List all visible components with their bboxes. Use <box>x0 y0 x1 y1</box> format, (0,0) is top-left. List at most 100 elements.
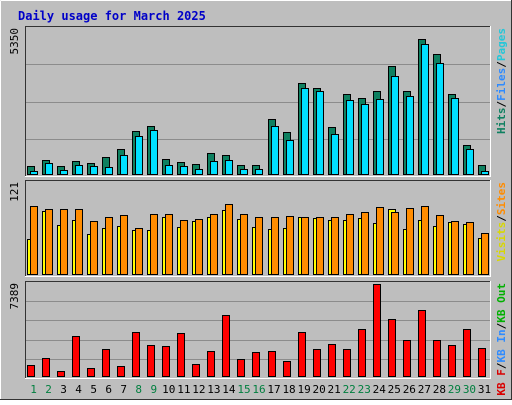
bar-files-day-23 <box>361 104 369 175</box>
bar-kb-f-day-10 <box>162 346 170 377</box>
panel-requests-legend-item: Files <box>495 68 508 101</box>
panel-sites-legend-item: / <box>495 215 508 222</box>
bar-files-day-22 <box>346 100 354 175</box>
panel-volume-legend-item: / <box>495 362 508 369</box>
bar-files-day-8 <box>135 136 143 175</box>
day-label-30: 30 <box>463 383 476 396</box>
bar-sites-day-22 <box>346 214 354 275</box>
bar-files-day-1 <box>30 171 38 175</box>
bar-files-day-29 <box>451 98 459 175</box>
bar-sites-day-8 <box>135 228 143 275</box>
bar-sites-day-18 <box>286 216 294 275</box>
day-label-29: 29 <box>448 383 461 396</box>
panel-volume: 7389 KB F/KB In/KB Out <box>8 281 508 396</box>
day-axis-labels: 1 2 3 4 5 6 7 8 9 10 11 12 13 14 15 16 17 18 19 20 21 22 23 24 2… <box>30 383 491 396</box>
bar-files-day-7 <box>120 155 128 175</box>
day-label-16: 16 <box>252 383 265 396</box>
bar-sites-day-9 <box>150 214 158 275</box>
bar-sites-day-16 <box>255 217 263 275</box>
bar-kb-f-day-21 <box>328 344 336 377</box>
bar-kb-f-day-12 <box>192 364 200 377</box>
bar-files-day-6 <box>105 167 113 175</box>
bar-sites-day-5 <box>90 221 98 275</box>
bar-kb-f-day-23 <box>358 329 366 377</box>
bar-files-day-13 <box>210 161 218 175</box>
bar-kb-f-day-15 <box>237 359 245 377</box>
panel-volume-legend-item: / <box>495 322 508 329</box>
bar-kb-f-day-5 <box>87 368 95 377</box>
day-label-8: 8 <box>135 383 142 396</box>
day-label-24: 24 <box>373 383 387 396</box>
bar-sites-day-7 <box>120 215 128 275</box>
day-label-25: 25 <box>388 383 401 396</box>
day-label-20: 20 <box>313 383 326 396</box>
bar-sites-day-14 <box>225 204 233 275</box>
bar-files-day-4 <box>75 165 83 175</box>
series-files <box>30 44 489 175</box>
day-label-21: 21 <box>328 383 341 396</box>
bar-files-day-12 <box>195 169 203 175</box>
bar-files-day-19 <box>301 88 309 175</box>
day-label-15: 15 <box>237 383 250 396</box>
panel-requests-ymax-label: 5350 <box>8 28 21 55</box>
bar-files-day-5 <box>90 166 98 175</box>
bar-files-day-25 <box>391 76 399 175</box>
bar-sites-day-25 <box>391 212 399 275</box>
bar-files-day-14 <box>225 160 233 175</box>
bar-files-day-24 <box>376 99 384 175</box>
bar-kb-f-day-28 <box>433 340 441 377</box>
bar-sites-day-2 <box>45 209 53 275</box>
panel-volume-ymax-label: 7389 <box>8 283 21 310</box>
bar-files-day-27 <box>421 44 429 175</box>
bar-kb-f-day-3 <box>57 371 65 377</box>
bar-kb-f-day-1 <box>27 365 35 377</box>
bar-sites-day-19 <box>301 217 309 275</box>
bar-files-day-2 <box>45 163 53 175</box>
bar-kb-f-day-4 <box>72 336 80 377</box>
bar-kb-f-day-29 <box>448 345 456 377</box>
day-label-12: 12 <box>192 383 205 396</box>
day-label-1: 1 <box>30 383 37 396</box>
bar-kb-f-day-18 <box>283 361 291 377</box>
day-label-7: 7 <box>120 383 127 396</box>
bar-files-day-28 <box>436 63 444 175</box>
chart-title: Daily usage for March 2025 <box>18 9 206 23</box>
bar-sites-day-26 <box>406 208 414 275</box>
panel-volume-legend: KB F/KB In/KB Out <box>495 283 508 396</box>
day-label-9: 9 <box>150 383 157 396</box>
bar-files-day-10 <box>165 165 173 175</box>
day-label-22: 22 <box>343 383 356 396</box>
bar-kb-f-day-31 <box>478 348 486 377</box>
day-label-18: 18 <box>282 383 295 396</box>
bar-kb-f-day-6 <box>102 349 110 377</box>
day-label-23: 23 <box>358 383 371 396</box>
day-label-28: 28 <box>433 383 446 396</box>
bar-files-day-11 <box>180 166 188 175</box>
bar-kb-f-day-19 <box>298 332 306 377</box>
bar-kb-f-day-8 <box>132 332 140 377</box>
bar-kb-f-day-7 <box>117 366 125 377</box>
day-label-5: 5 <box>90 383 97 396</box>
bar-sites-day-29 <box>451 221 459 275</box>
bar-kb-f-day-14 <box>222 315 230 377</box>
bar-sites-day-15 <box>240 214 248 275</box>
bar-sites-day-3 <box>60 209 68 275</box>
day-label-27: 27 <box>418 383 431 396</box>
bar-files-day-31 <box>481 171 489 175</box>
bar-sites-day-12 <box>195 219 203 275</box>
bar-sites-day-20 <box>316 217 324 275</box>
day-label-31: 31 <box>478 383 491 396</box>
series-kb-f <box>27 284 486 377</box>
bar-sites-day-30 <box>466 222 474 275</box>
bar-sites-day-28 <box>436 215 444 275</box>
bar-sites-day-11 <box>180 220 188 275</box>
bar-files-day-30 <box>466 149 474 175</box>
bar-sites-day-1 <box>30 206 38 275</box>
bar-kb-f-day-22 <box>343 349 351 377</box>
bar-kb-f-day-24 <box>373 284 381 377</box>
panel-sites-legend-item: Visits <box>495 222 508 262</box>
panel-sites: 121 Visits/Sites <box>8 180 508 277</box>
panel-requests-legend: Hits/Files/Pages <box>495 28 508 134</box>
